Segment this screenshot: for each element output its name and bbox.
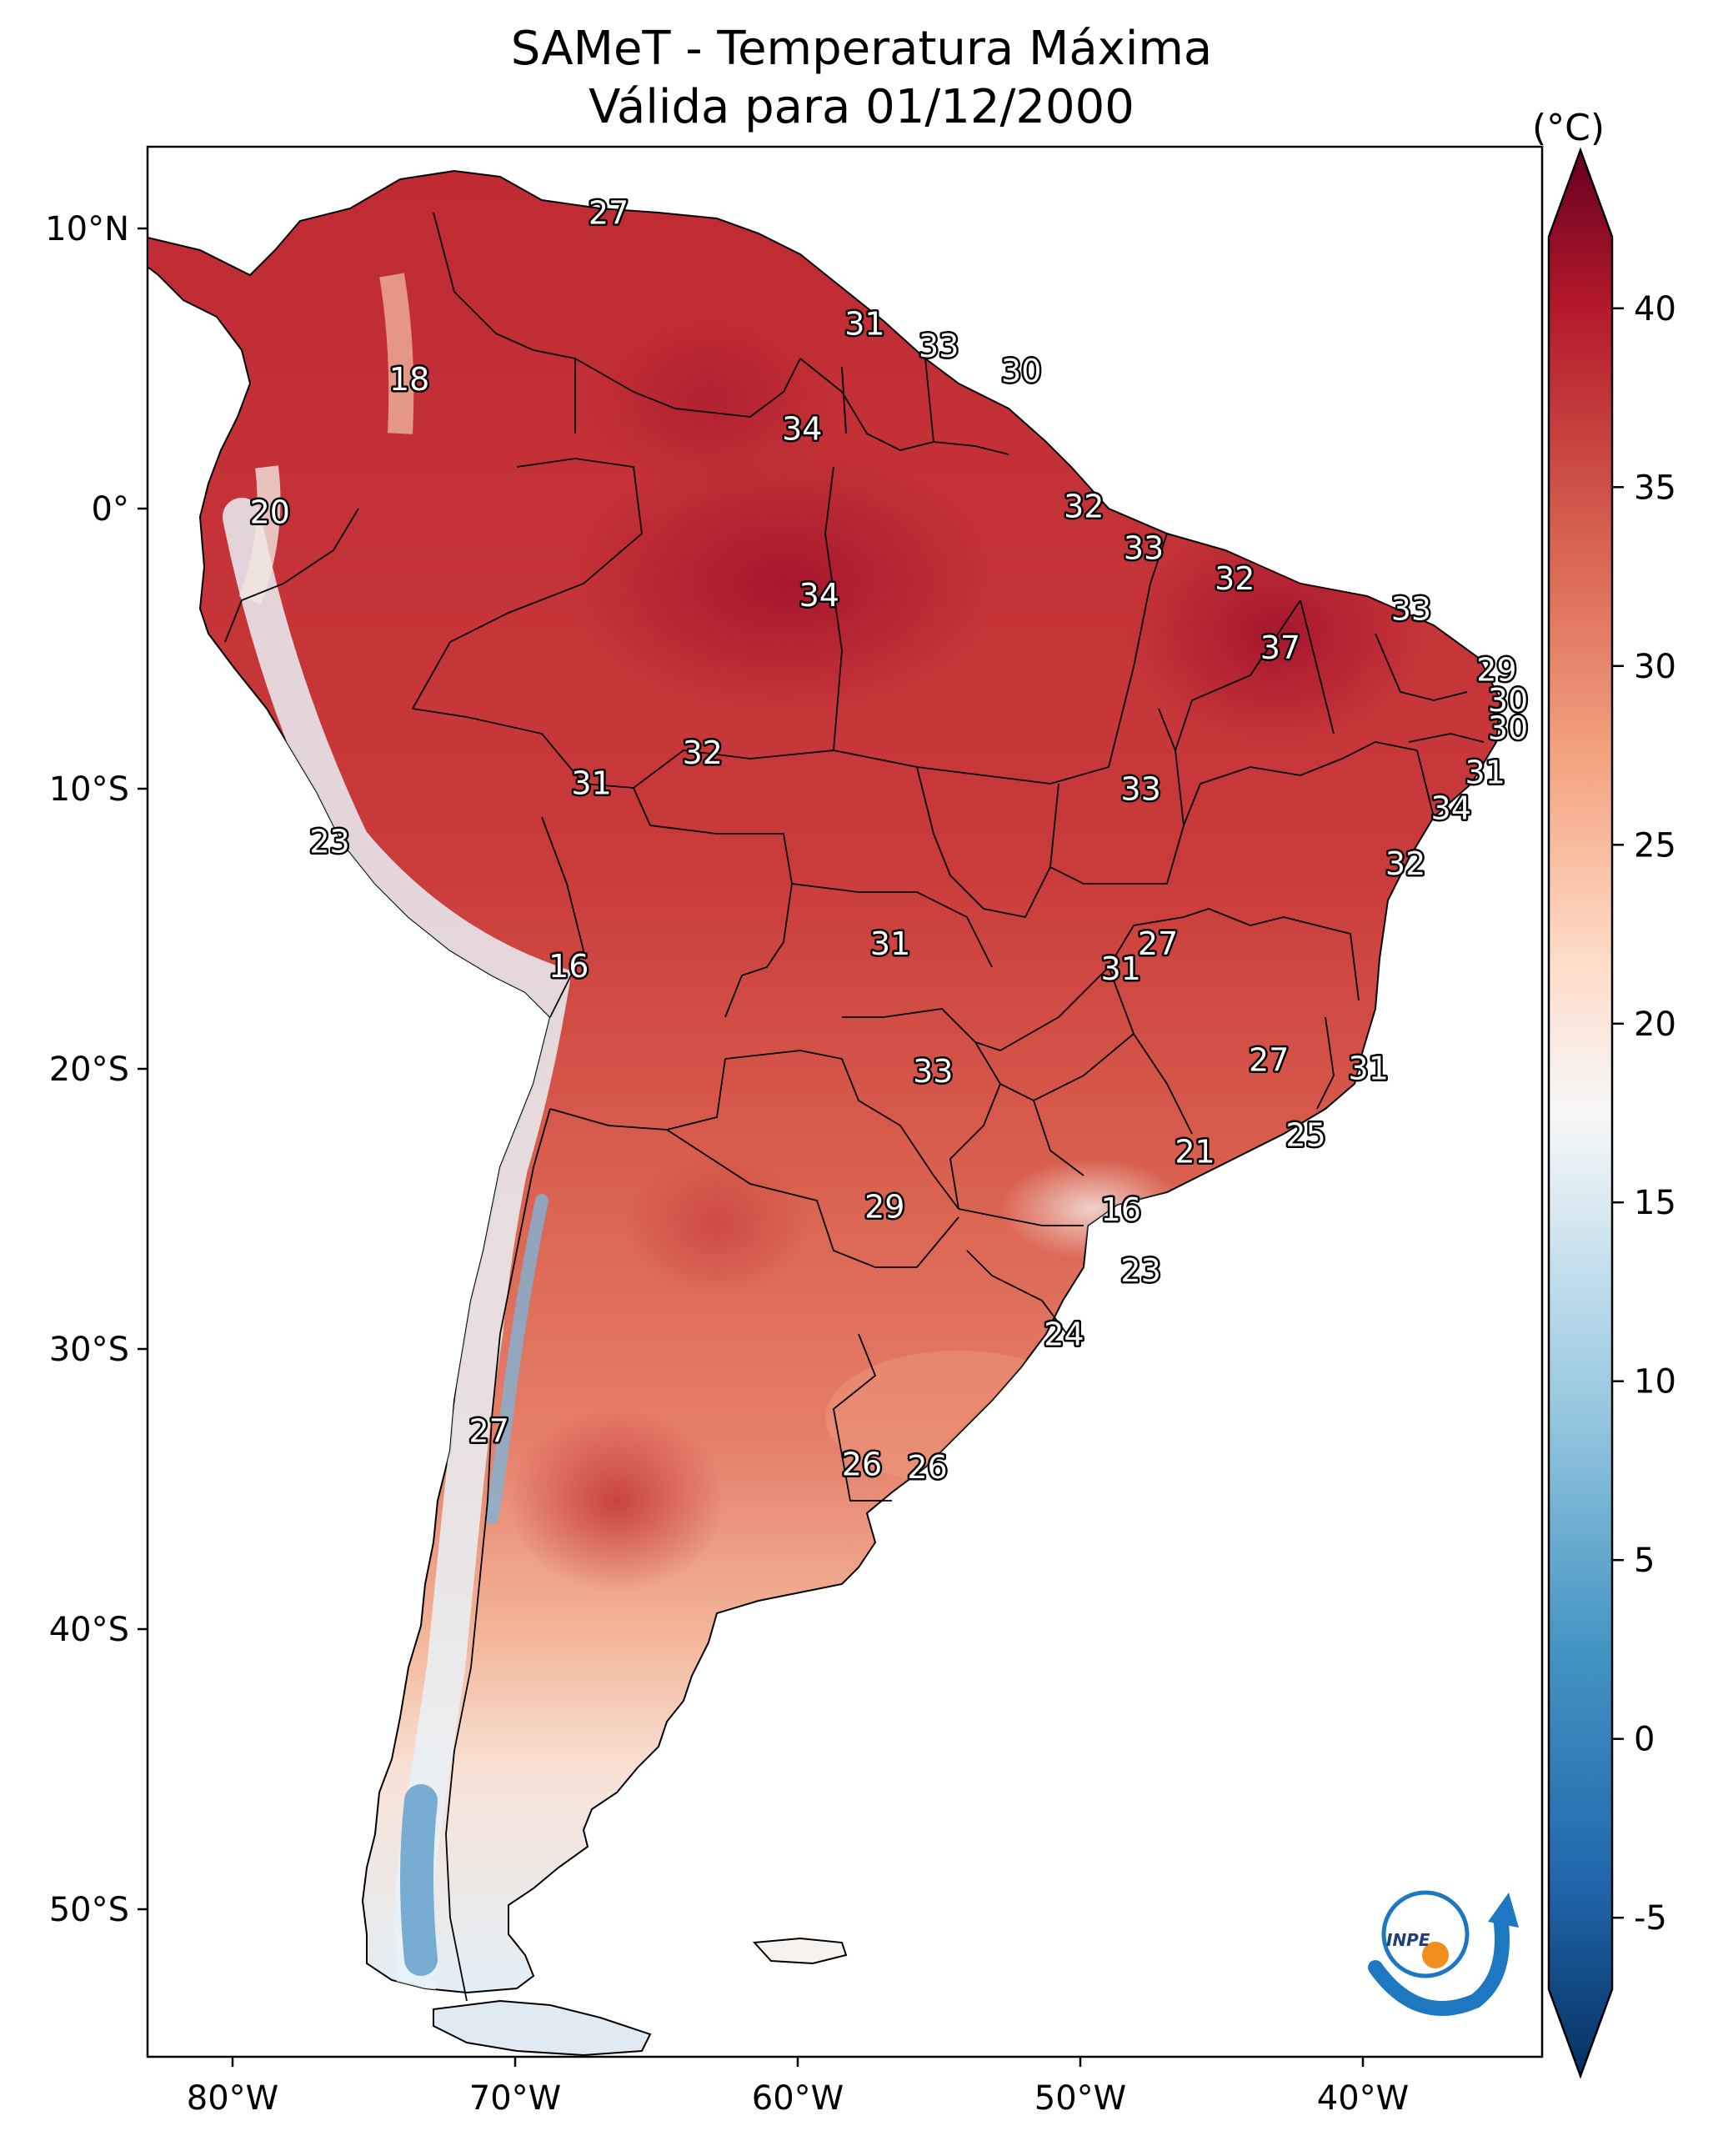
colorbar-unit: (°C): [1532, 107, 1605, 149]
temperature-label: 27: [469, 1413, 509, 1450]
temperature-label: 30: [1488, 709, 1528, 746]
lat-label: 50°S: [49, 1891, 129, 1929]
map-subtitle: Válida para 01/12/2000: [589, 80, 1134, 134]
temperature-label: 23: [1120, 1252, 1160, 1289]
lat-label: 20°S: [49, 1050, 129, 1089]
temperature-label: 33: [913, 1053, 953, 1090]
temperature-label: 33: [1124, 529, 1164, 566]
temperature-label: 27: [1249, 1042, 1289, 1079]
colorbar-tick-label: 25: [1634, 826, 1676, 865]
temperature-label: 25: [1285, 1116, 1325, 1153]
temperature-label: 31: [571, 765, 611, 802]
lat-label: 30°S: [49, 1331, 129, 1369]
temperature-label: 18: [389, 361, 429, 398]
temperature-label: 20: [250, 494, 290, 530]
falkland-islands: [752, 1937, 848, 1965]
inpe-logo: INPE: [1368, 1890, 1519, 2016]
colorbar-tick-label: 10: [1634, 1363, 1676, 1401]
temperature-label: 24: [1044, 1316, 1084, 1352]
logo-text: INPE: [1386, 1930, 1430, 1950]
lon-label: 80°W: [187, 2079, 278, 2118]
temperature-label: 23: [309, 823, 349, 860]
colorbar-tick-label: 30: [1634, 648, 1676, 686]
temperature-label: 30: [1001, 353, 1041, 389]
colorbar-tick-label: 35: [1634, 469, 1676, 507]
colorbar: 40 35 30 25 20 15 10 5 0 -5: [1547, 147, 1676, 2079]
map-title: SAMeT - Temperatura Máxima: [510, 22, 1213, 76]
temperature-label: 31: [844, 306, 884, 343]
temperature-label: 32: [1064, 489, 1104, 525]
lat-label: 10°N: [45, 210, 129, 248]
temperature-label: 31: [1349, 1050, 1389, 1087]
temperature-label: 37: [1260, 629, 1300, 666]
temperature-label: 29: [864, 1189, 904, 1226]
colorbar-tick-label: 0: [1634, 1721, 1655, 1759]
colorbar-tick-label: 5: [1634, 1542, 1655, 1580]
temperature-label: 34: [799, 577, 839, 614]
lat-label: 0°: [92, 490, 129, 529]
lon-label: 40°W: [1317, 2079, 1409, 2118]
country-borders: [224, 212, 1485, 2002]
temperature-label: 27: [589, 195, 629, 232]
temperature-label: 16: [548, 948, 589, 985]
temperature-label: 32: [1385, 845, 1425, 882]
lon-label: 70°W: [469, 2079, 561, 2118]
temperature-label: 31: [1465, 754, 1505, 790]
logo-dot: [1422, 1942, 1449, 1968]
temperature-label: 33: [1391, 591, 1431, 628]
temperature-label: 30: [1488, 682, 1528, 719]
temperature-label: 34: [782, 411, 822, 448]
temperature-labels: 2718202316273133303434323332333729303031…: [248, 193, 1530, 1487]
temperature-label: 31: [1101, 950, 1141, 987]
colorbar-ramp: [1547, 147, 1614, 2079]
tierra-del-fuego: [433, 1999, 652, 2057]
temperature-label: 32: [1215, 560, 1255, 597]
temperature-label: 16: [1101, 1191, 1141, 1228]
colorbar-tick-label: 40: [1634, 290, 1676, 328]
lat-label: 10°S: [49, 770, 129, 809]
colorbar-tick-label: -5: [1634, 1899, 1667, 1938]
colorbar-tick-label: 15: [1634, 1184, 1676, 1222]
lon-label: 60°W: [752, 2079, 844, 2118]
temperature-label: 32: [683, 735, 723, 771]
temperature-label: 26: [842, 1447, 882, 1483]
temperature-label: 33: [1120, 770, 1160, 807]
temperature-label: 29: [1476, 652, 1516, 689]
temperature-label: 26: [907, 1449, 947, 1486]
lon-label: 50°W: [1034, 2079, 1126, 2118]
temperature-label: 21: [1175, 1133, 1215, 1170]
colorbar-tick-label: 20: [1634, 1005, 1676, 1044]
temperature-label: 27: [1138, 925, 1178, 962]
temperature-label: 31: [870, 925, 910, 962]
temperature-label: 34: [1431, 790, 1471, 827]
lat-label: 40°S: [49, 1611, 129, 1649]
latitude-axis: 10°N 0° 10°S 20°S 30°S 40°S 50°S: [45, 210, 148, 1929]
longitude-axis: 80°W 70°W 60°W 50°W 40°W: [187, 2057, 1409, 2118]
temperature-label: 33: [919, 328, 959, 364]
